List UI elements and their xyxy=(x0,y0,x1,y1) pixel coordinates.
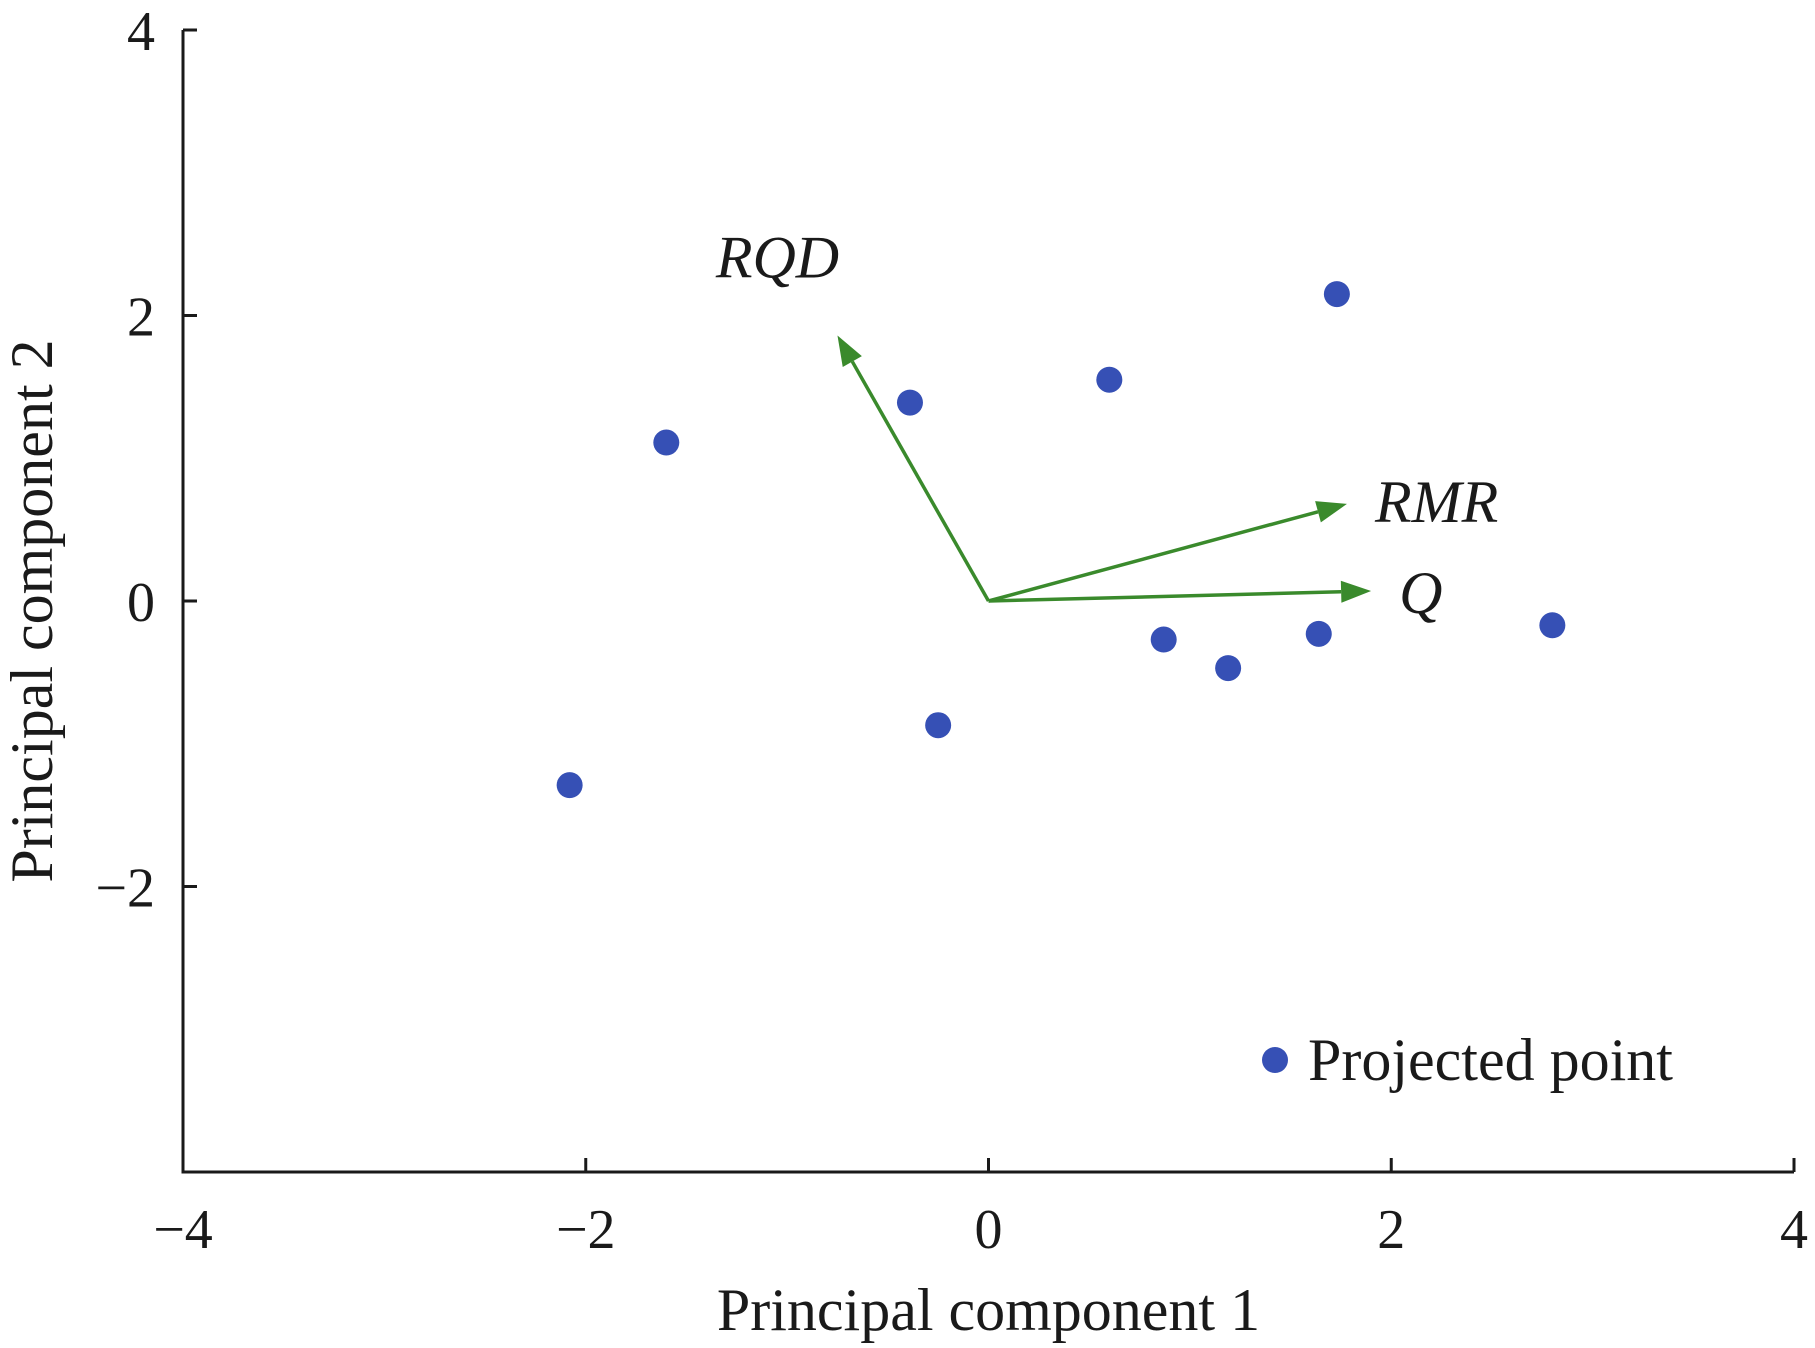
x-tick-label: 4 xyxy=(1780,1199,1808,1261)
y-tick-label: 0 xyxy=(127,572,155,634)
legend-marker xyxy=(1262,1047,1288,1073)
vector-label-rqd: RQD xyxy=(715,224,839,290)
data-point xyxy=(556,772,583,799)
x-tick-label: −2 xyxy=(556,1199,616,1261)
scatter-points xyxy=(556,281,1566,799)
data-point xyxy=(1323,281,1350,308)
x-tick-label: −4 xyxy=(153,1199,213,1261)
ticks: −4 −2 0 2 4 −2 0 2 4 xyxy=(95,1,1808,1261)
vector-line-rqd xyxy=(850,360,991,602)
data-point xyxy=(1305,620,1332,647)
vector-line-q xyxy=(988,590,1342,603)
y-tick-label: −2 xyxy=(95,858,155,920)
vector-line-rmr xyxy=(988,510,1319,603)
y-axis-title: Principal component 2 xyxy=(0,339,65,882)
legend: Projected point xyxy=(1262,1027,1673,1093)
legend-label: Projected point xyxy=(1308,1027,1673,1093)
vector-label-q: Q xyxy=(1399,560,1442,626)
vector-arrowhead-rqd xyxy=(837,335,862,368)
data-point xyxy=(1096,366,1123,393)
x-tick-label: 0 xyxy=(975,1199,1003,1261)
data-point xyxy=(1539,612,1566,639)
x-axis-title: Principal component 1 xyxy=(717,1277,1260,1343)
vector-arrowhead-q xyxy=(1340,580,1372,603)
data-point xyxy=(1215,655,1242,682)
x-tick-label: 2 xyxy=(1377,1199,1405,1261)
y-tick-label: 4 xyxy=(127,1,155,63)
data-point xyxy=(896,389,923,416)
loading-vectors: RQD RMR Q xyxy=(715,224,1498,626)
vector-label-rmr: RMR xyxy=(1374,469,1498,535)
y-tick-label: 2 xyxy=(127,287,155,349)
data-point xyxy=(925,712,952,739)
data-point xyxy=(1150,626,1177,653)
vector-arrowhead-rmr xyxy=(1315,501,1347,523)
data-point xyxy=(653,429,680,456)
